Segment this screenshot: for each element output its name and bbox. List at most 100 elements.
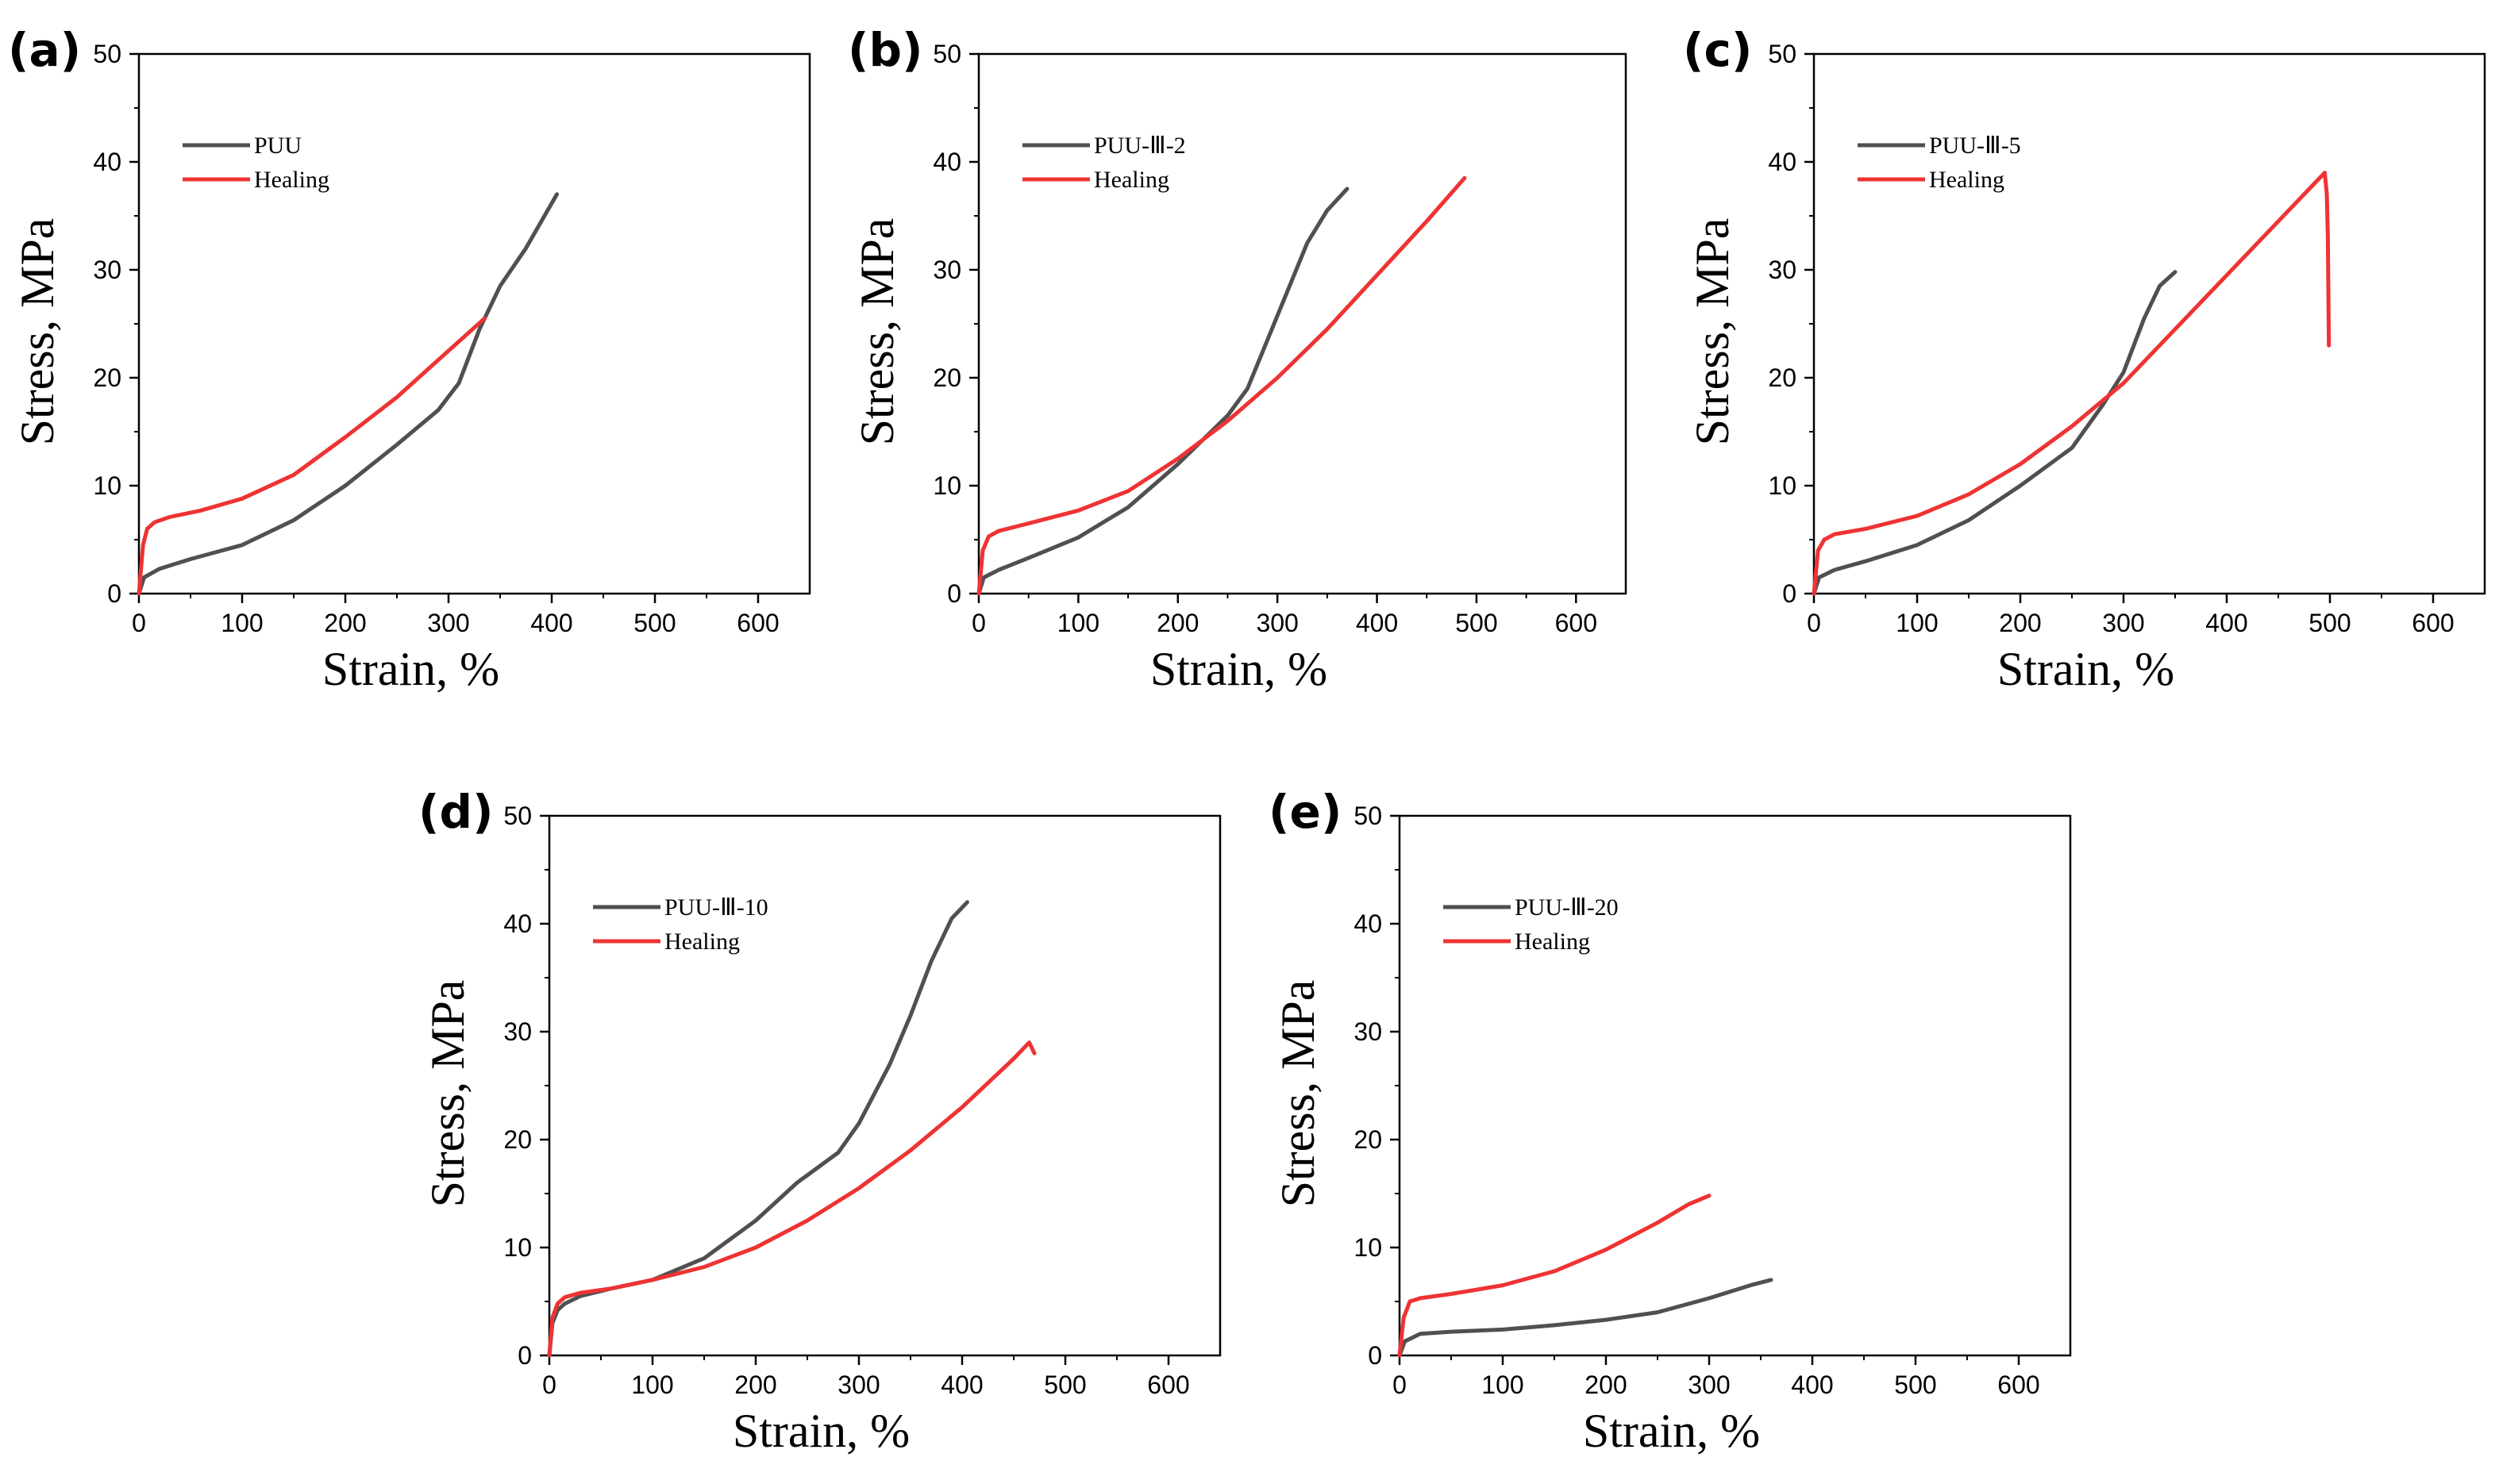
y-tick-label: 0 [107, 579, 121, 608]
y-tick-label: 50 [503, 802, 532, 830]
chart-panel-4: 0 100 200 300 400 500 600 0 10 20 30 40 50 Strain, % S… [418, 785, 1222, 1457]
plot-frame [548, 814, 1222, 1357]
panel-label: (d) [418, 785, 494, 839]
chart-panel-5: 0 100 200 300 400 500 600 0 10 20 30 40 50 Strain, % S… [1269, 785, 2072, 1457]
y-tick-label: 20 [933, 363, 961, 392]
x-tick-label: 100 [1896, 609, 1938, 637]
chart-panel-1: 0 100 200 300 400 500 600 0 10 20 30 40 50 Strain, % S… [8, 23, 811, 695]
x-tick-label: 600 [1147, 1371, 1189, 1399]
y-axis-title: Stress, MPa [1272, 980, 1324, 1208]
y-tick-label: 30 [1768, 256, 1796, 284]
x-tick-label: 600 [2412, 609, 2454, 637]
y-tick-label: 40 [93, 148, 121, 176]
legend-label: PUU-Ⅲ-2 [1094, 133, 1186, 159]
x-axis-title: Strain, % [733, 1405, 910, 1457]
series-line-sample [1812, 270, 2177, 596]
x-axis-title: Strain, % [1583, 1405, 1760, 1457]
x-tick-label: 100 [221, 609, 263, 637]
x-tick-label: 0 [972, 609, 986, 637]
y-tick-label: 30 [933, 256, 961, 284]
x-tick-label: 500 [633, 609, 676, 637]
y-tick-label: 0 [518, 1341, 532, 1370]
x-tick-label: 0 [132, 609, 146, 637]
x-tick-label: 0 [542, 1371, 556, 1399]
x-tick-label: 600 [737, 609, 779, 637]
x-tick-label: 0 [1807, 609, 1821, 637]
x-tick-label: 600 [1997, 1371, 2039, 1399]
x-tick-label: 400 [941, 1371, 983, 1399]
legend-label: Healing [1929, 167, 2004, 193]
series-line-sample [547, 900, 969, 1358]
y-tick-label: 10 [1353, 1233, 1382, 1262]
series-line-healing [976, 175, 1467, 596]
panel-label: (e) [1269, 785, 1342, 839]
legend-label: Healing [1094, 167, 1169, 193]
plot-frame [137, 52, 811, 595]
y-tick-label: 30 [93, 256, 121, 284]
chart-panel-3: 0 100 200 300 400 500 600 0 10 20 30 40 50 Strain, % S… [1683, 23, 2486, 695]
y-tick-label: 40 [1353, 909, 1382, 938]
series-line-sample [976, 186, 1350, 596]
y-tick-label: 10 [1768, 471, 1796, 500]
y-tick-label: 20 [503, 1125, 532, 1154]
y-tick-label: 20 [93, 363, 121, 392]
series-line-sample [137, 192, 559, 596]
x-tick-label: 200 [1584, 1371, 1627, 1399]
x-tick-label: 400 [1791, 1371, 1833, 1399]
x-axis-title: Strain, % [322, 643, 499, 695]
x-tick-label: 300 [1256, 609, 1298, 637]
x-tick-label: 500 [2308, 609, 2351, 637]
x-tick-label: 300 [2102, 609, 2144, 637]
legend-label: PUU [254, 133, 302, 159]
x-tick-label: 500 [1044, 1371, 1086, 1399]
x-tick-label: 400 [2205, 609, 2247, 637]
x-tick-label: 200 [1157, 609, 1199, 637]
y-tick-label: 10 [93, 471, 121, 500]
panel-label: (b) [848, 23, 923, 77]
legend-label: PUU-Ⅲ-5 [1929, 133, 2021, 159]
x-tick-label: 0 [1392, 1371, 1407, 1399]
x-tick-label: 500 [1894, 1371, 1936, 1399]
x-tick-label: 100 [631, 1371, 673, 1399]
plot-frame [1398, 814, 2072, 1357]
x-tick-label: 200 [734, 1371, 776, 1399]
y-tick-label: 50 [93, 40, 121, 68]
x-tick-label: 100 [1481, 1371, 1523, 1399]
series-line-healing [547, 1040, 1037, 1358]
y-tick-label: 50 [1768, 40, 1796, 68]
y-tick-label: 50 [1353, 802, 1382, 830]
x-tick-label: 200 [324, 609, 366, 637]
plot-frame [1812, 52, 2486, 595]
series-line-healing [1812, 171, 2332, 596]
y-tick-label: 0 [1782, 579, 1796, 608]
y-tick-label: 40 [933, 148, 961, 176]
y-axis-title: Stress, MPa [1686, 218, 1739, 446]
x-tick-label: 200 [1999, 609, 2041, 637]
x-tick-label: 400 [530, 609, 572, 637]
legend-label: PUU-Ⅲ-20 [1515, 894, 1619, 921]
y-tick-label: 10 [933, 471, 961, 500]
y-tick-label: 0 [1368, 1341, 1382, 1370]
legend-label: Healing [1515, 928, 1590, 955]
series-line-healing [137, 316, 487, 596]
x-tick-label: 600 [1555, 609, 1597, 637]
series-line-healing [1397, 1194, 1712, 1358]
y-tick-label: 40 [503, 909, 532, 938]
series-line-sample [1397, 1278, 1773, 1358]
y-tick-label: 50 [933, 40, 961, 68]
x-tick-label: 500 [1455, 609, 1497, 637]
x-tick-label: 300 [1688, 1371, 1730, 1399]
legend-label: Healing [254, 167, 329, 193]
legend-label: PUU-Ⅲ-10 [664, 894, 768, 921]
y-tick-label: 30 [1353, 1017, 1382, 1046]
x-axis-title: Strain, % [1150, 643, 1327, 695]
y-axis-title: Stress, MPa [851, 218, 903, 446]
y-tick-label: 10 [503, 1233, 532, 1262]
legend-label: Healing [664, 928, 740, 955]
y-tick-label: 20 [1353, 1125, 1382, 1154]
y-tick-label: 40 [1768, 148, 1796, 176]
y-axis-title: Stress, MPa [422, 980, 474, 1208]
panel-label: (a) [8, 23, 81, 77]
x-tick-label: 100 [1057, 609, 1099, 637]
